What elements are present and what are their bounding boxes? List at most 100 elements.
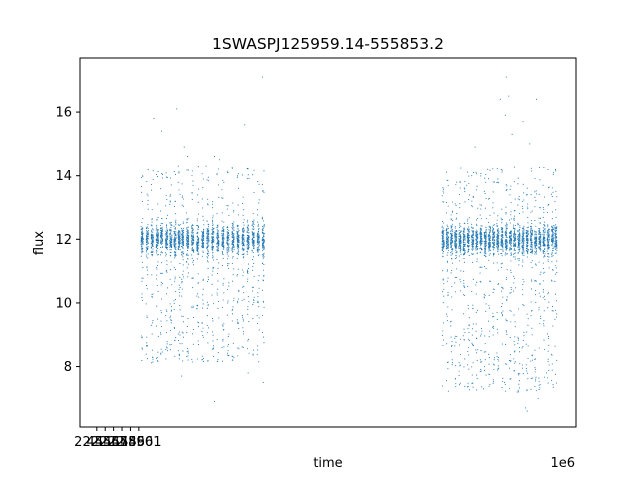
data-point xyxy=(539,222,541,224)
data-point xyxy=(261,216,263,218)
data-point xyxy=(181,241,183,244)
data-point xyxy=(165,270,167,272)
data-point xyxy=(160,298,163,300)
data-point xyxy=(191,192,193,194)
data-point xyxy=(231,236,233,238)
data-point xyxy=(169,278,171,280)
data-point xyxy=(146,288,148,290)
data-point xyxy=(152,320,154,322)
data-point xyxy=(517,373,519,375)
data-point xyxy=(445,171,448,173)
data-point xyxy=(227,265,229,267)
data-point xyxy=(236,176,238,178)
data-point xyxy=(459,180,461,182)
data-point xyxy=(211,331,214,333)
data-point xyxy=(181,196,183,198)
data-point xyxy=(182,238,184,240)
data-point xyxy=(178,189,180,191)
data-point xyxy=(534,240,536,242)
data-point xyxy=(535,251,538,253)
data-point xyxy=(539,248,541,250)
data-point xyxy=(140,176,143,179)
data-point xyxy=(242,202,244,205)
data-point xyxy=(454,242,456,244)
data-point xyxy=(217,249,219,251)
data-point xyxy=(161,252,164,254)
data-point xyxy=(514,361,516,363)
data-point xyxy=(252,256,255,258)
data-point xyxy=(476,389,478,391)
data-point xyxy=(501,171,503,173)
data-point xyxy=(253,241,255,243)
data-point xyxy=(181,243,183,245)
data-point xyxy=(496,245,498,247)
data-point xyxy=(455,231,457,233)
data-point xyxy=(222,257,224,260)
data-point xyxy=(178,235,180,237)
data-point xyxy=(471,238,473,240)
data-point xyxy=(182,332,184,334)
data-point xyxy=(256,209,259,211)
data-point xyxy=(472,247,474,249)
data-point xyxy=(218,300,220,302)
data-point xyxy=(222,248,224,250)
data-point xyxy=(500,248,502,250)
data-point xyxy=(493,236,495,238)
data-point xyxy=(213,303,215,305)
data-point xyxy=(450,252,452,254)
data-point xyxy=(441,231,443,233)
data-point xyxy=(484,236,486,238)
data-point xyxy=(441,246,443,248)
data-point xyxy=(153,117,155,119)
data-point xyxy=(175,246,177,248)
data-point xyxy=(141,252,143,254)
data-point xyxy=(463,294,465,296)
data-point xyxy=(203,247,205,249)
data-point xyxy=(542,250,544,252)
data-point xyxy=(263,170,265,172)
data-point xyxy=(481,225,483,227)
data-point xyxy=(518,228,521,231)
data-point xyxy=(500,242,502,244)
data-point xyxy=(197,344,200,346)
data-point xyxy=(196,247,198,249)
data-point xyxy=(446,270,448,272)
data-point xyxy=(166,260,168,262)
data-point xyxy=(207,241,209,243)
data-point xyxy=(464,181,466,183)
data-point xyxy=(160,188,162,190)
data-point xyxy=(263,240,265,242)
data-point xyxy=(459,207,461,209)
data-point xyxy=(227,240,229,242)
data-point xyxy=(213,259,215,261)
data-point xyxy=(211,318,214,320)
data-point xyxy=(241,174,243,176)
data-point xyxy=(535,231,537,233)
data-point xyxy=(171,234,173,236)
data-point xyxy=(534,191,536,193)
data-point xyxy=(497,244,500,246)
data-point xyxy=(211,222,214,224)
data-point xyxy=(527,232,529,234)
data-point xyxy=(473,171,475,174)
data-point xyxy=(501,208,503,210)
data-point xyxy=(152,240,154,242)
data-point xyxy=(534,367,536,369)
data-point xyxy=(525,232,528,234)
data-point xyxy=(468,324,470,326)
data-point xyxy=(258,227,260,229)
data-point xyxy=(442,236,444,238)
data-point xyxy=(441,291,444,293)
data-point xyxy=(147,235,149,238)
data-point xyxy=(510,260,512,262)
data-point xyxy=(513,351,515,353)
data-point xyxy=(522,200,524,202)
data-point xyxy=(454,232,456,234)
data-point xyxy=(238,244,240,246)
data-point xyxy=(165,195,167,197)
data-point xyxy=(187,169,189,171)
data-point xyxy=(181,204,183,206)
data-point xyxy=(212,236,214,238)
data-point xyxy=(505,184,507,186)
data-point xyxy=(529,251,531,254)
